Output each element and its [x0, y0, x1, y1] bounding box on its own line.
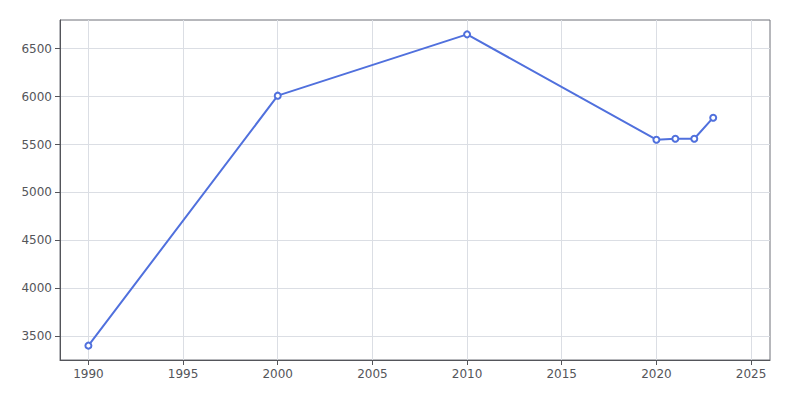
svg-text:2015: 2015: [546, 367, 577, 381]
svg-text:2025: 2025: [736, 367, 767, 381]
svg-text:2010: 2010: [452, 367, 483, 381]
svg-text:6000: 6000: [21, 90, 52, 104]
svg-text:3500: 3500: [21, 329, 52, 343]
svg-text:2000: 2000: [262, 367, 293, 381]
svg-text:1995: 1995: [168, 367, 199, 381]
svg-text:5500: 5500: [21, 138, 52, 152]
svg-text:4000: 4000: [21, 281, 52, 295]
svg-text:2005: 2005: [357, 367, 388, 381]
svg-text:2020: 2020: [641, 367, 672, 381]
svg-text:5000: 5000: [21, 185, 52, 199]
svg-text:6500: 6500: [21, 42, 52, 56]
svg-text:1990: 1990: [73, 367, 104, 381]
svg-text:4500: 4500: [21, 233, 52, 247]
